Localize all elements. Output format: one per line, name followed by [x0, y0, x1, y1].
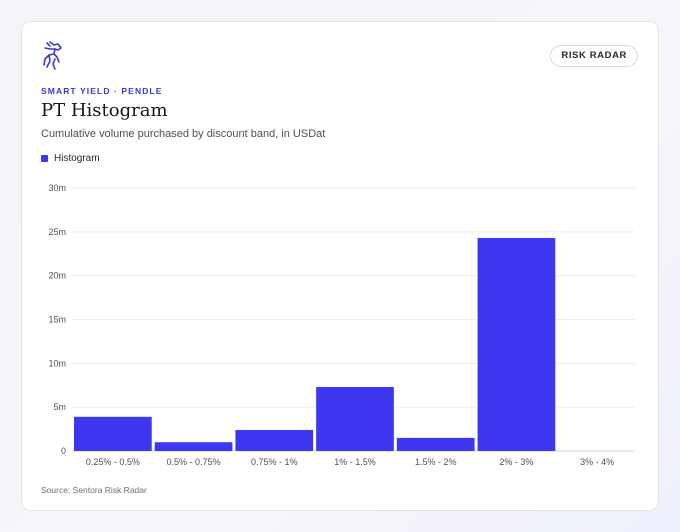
- histogram-bar[interactable]: [154, 442, 233, 451]
- y-tick-label: 25m: [48, 227, 66, 237]
- risk-radar-badge[interactable]: RISK RADAR: [550, 45, 638, 67]
- eyebrow-label: SMART YIELD · PENDLE: [41, 86, 163, 96]
- legend-swatch: [41, 155, 48, 162]
- chart-subtitle: Cumulative volume purchased by discount …: [41, 128, 326, 140]
- y-tick-label: 20m: [48, 271, 66, 281]
- y-tick-label: 10m: [48, 358, 66, 368]
- x-tick-label: 1.5% - 2%: [415, 457, 457, 467]
- source-note: Source: Sentora Risk Radar: [41, 485, 147, 495]
- histogram-bar[interactable]: [235, 429, 314, 451]
- chart-legend: Histogram: [41, 153, 100, 164]
- histogram-bar[interactable]: [74, 416, 152, 451]
- histogram-bar[interactable]: [316, 387, 394, 451]
- histogram-bar[interactable]: [477, 237, 556, 451]
- histogram-bar[interactable]: [396, 437, 475, 451]
- histogram-chart: 0 5m 10m 15m 20m 25m 30m 0.25% - 0.5% 0.5% - 0.7…: [48, 183, 635, 467]
- x-tick-label: 0.5% - 0.75%: [167, 457, 221, 467]
- y-tick-label: 0: [61, 446, 66, 456]
- x-tick-label: 2% - 3%: [499, 457, 533, 467]
- page-title: PT Histogram: [41, 100, 168, 121]
- legend-label: Histogram: [54, 153, 100, 164]
- chart-card: RISK RADAR SMART YIELD · PENDLE PT Histo…: [21, 21, 659, 511]
- x-tick-label: 3% - 4%: [580, 457, 614, 467]
- y-tick-label: 30m: [48, 183, 66, 193]
- y-tick-label: 5m: [53, 402, 66, 412]
- y-tick-label: 15m: [48, 315, 66, 325]
- x-tick-label: 0.25% - 0.5%: [86, 457, 140, 467]
- x-tick-label: 1% - 1.5%: [334, 457, 376, 467]
- x-tick-label: 0.75% - 1%: [251, 457, 298, 467]
- horse-logo-icon: [43, 41, 62, 70]
